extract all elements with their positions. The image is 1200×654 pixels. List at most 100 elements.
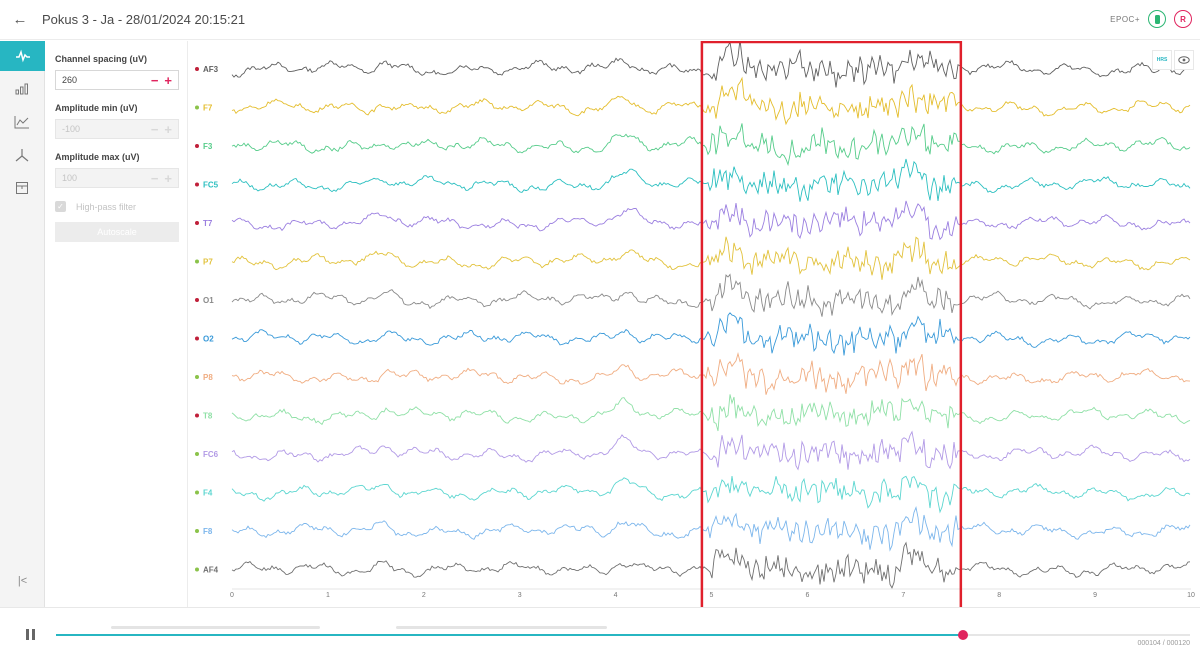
recording-title: Pokus 3 - Ja - 28/01/2024 20:15:21 [42, 12, 246, 27]
amplitude-max-decrease-button[interactable]: − [150, 170, 159, 186]
eeg-trace [231, 475, 1191, 514]
channel-dot [195, 452, 199, 456]
channel-dot [195, 182, 199, 187]
channel-dot [195, 105, 199, 110]
left-sidebar: |< [0, 41, 45, 607]
header-status: EPOC+ R [1110, 10, 1192, 28]
channel-dot [195, 144, 199, 148]
collapse-sidebar-icon[interactable]: |< [17, 575, 28, 587]
channel-spacing-value[interactable]: 260 [62, 75, 78, 85]
amplitude-min-label: Amplitude min (uV) [55, 103, 138, 113]
x-tick-label: 2 [422, 592, 426, 599]
eeg-trace [231, 158, 1191, 202]
eeg-trace [231, 505, 1191, 552]
channel-label: AF3 [203, 65, 219, 74]
eeg-trace [231, 123, 1191, 167]
channel-dot [195, 298, 199, 302]
amplitude-min-input[interactable]: -100 − + [55, 119, 179, 139]
eeg-trace [231, 273, 1191, 317]
top-bar: ← Pokus 3 - Ja - 28/01/2024 20:15:21 EPO… [0, 0, 1200, 40]
timeline-track[interactable] [56, 630, 1190, 640]
x-tick-label: 0 [230, 592, 234, 599]
back-arrow-icon[interactable]: ← [12, 11, 28, 28]
channel-label: F7 [203, 104, 213, 113]
line-chart-icon[interactable] [5, 107, 39, 137]
eeg-trace [231, 76, 1191, 126]
channel-label: P8 [203, 373, 213, 382]
eeg-trace [231, 200, 1191, 241]
bar-chart-icon[interactable] [5, 74, 39, 104]
eeg-trace [231, 430, 1191, 471]
amplitude-min-increase-button[interactable]: + [164, 121, 172, 137]
battery-icon[interactable] [1148, 10, 1166, 28]
channel-label: F3 [203, 142, 213, 151]
channel-dot [195, 567, 199, 572]
channel-label: T8 [203, 412, 213, 421]
amplitude-min-decrease-button[interactable]: − [150, 121, 159, 137]
channel-label: F4 [203, 489, 213, 498]
amplitude-max-value[interactable]: 100 [62, 173, 78, 183]
highpass-filter-checkbox[interactable]: ✓ [55, 201, 66, 212]
highlight-region [700, 41, 963, 607]
channel-dot [195, 221, 199, 225]
timeline-progress [56, 634, 964, 636]
channel-label: FC5 [203, 181, 219, 190]
channel-spacing-label: Channel spacing (uV) [55, 54, 148, 64]
pause-icon[interactable] [26, 629, 35, 640]
channel-dot [195, 413, 199, 418]
x-tick-label: 6 [805, 592, 809, 599]
highpass-filter-row[interactable]: ✓ High-pass filter [55, 201, 178, 212]
motion-axes-icon[interactable] [5, 140, 39, 170]
channel-spacing-increase-button[interactable]: + [164, 72, 172, 88]
channel-dot [195, 490, 199, 495]
segment-marker [396, 626, 607, 629]
channel-label: FC6 [203, 450, 219, 459]
channel-dot [195, 259, 199, 264]
autoscale-button[interactable]: Autoscale [55, 222, 179, 242]
x-tick-label: 9 [1093, 592, 1097, 599]
channel-label: T7 [203, 219, 213, 228]
x-tick-label: 3 [518, 592, 522, 599]
eeg-chart: AF3 F7 F3 FC5 T7 P7 O1 O2 P8 T8 FC6 F4 F8 AF4 0 1 2 3 4 5 6… [195, 41, 1195, 607]
playback-bar: 000104 / 000120 [0, 607, 1200, 654]
channel-dot [195, 336, 199, 341]
x-tick-label: 5 [710, 592, 714, 599]
amplitude-max-input[interactable]: 100 − + [55, 168, 179, 188]
eeg-signal-icon[interactable] [0, 41, 45, 71]
calendar-icon[interactable] [5, 173, 39, 203]
channel-dot [195, 375, 199, 379]
x-tick-label: 10 [1187, 592, 1195, 599]
settings-panel: Channel spacing (uV) 260 − + Amplitude m… [46, 41, 188, 607]
headmap-toggle-button[interactable]: HRS [1152, 50, 1172, 70]
headmap-label: HRS [1156, 57, 1168, 63]
amplitude-max-increase-button[interactable]: + [164, 170, 172, 186]
eeg-trace [231, 541, 1191, 589]
channel-dot [195, 529, 199, 533]
device-name: EPOC+ [1110, 14, 1140, 24]
channel-label: F8 [203, 527, 213, 536]
eeg-trace [231, 394, 1191, 432]
record-icon[interactable]: R [1174, 10, 1192, 28]
amplitude-max-label: Amplitude max (uV) [55, 152, 140, 162]
eeg-trace [231, 312, 1191, 356]
channel-label: AF4 [203, 566, 219, 575]
timeline-thumb[interactable] [958, 630, 969, 640]
channel-label: O2 [203, 335, 214, 344]
eeg-trace [231, 236, 1191, 280]
amplitude-min-value[interactable]: -100 [62, 124, 81, 134]
channel-spacing-decrease-button[interactable]: − [150, 72, 159, 88]
x-tick-label: 1 [326, 592, 330, 599]
channel-dot [195, 67, 199, 71]
sample-counter: 000104 / 000120 [1137, 640, 1190, 647]
eeg-trace [231, 351, 1191, 395]
channel-label: O1 [203, 296, 214, 305]
eeg-trace [231, 41, 1191, 88]
eye-icon[interactable] [1174, 50, 1194, 70]
highpass-filter-label: High-pass filter [76, 201, 137, 212]
x-tick-label: 7 [901, 592, 905, 599]
x-tick-label: 8 [997, 592, 1001, 599]
channel-label: P7 [203, 258, 213, 267]
x-tick-label: 4 [614, 592, 618, 599]
segment-marker [111, 626, 320, 629]
channel-spacing-input[interactable]: 260 − + [55, 70, 179, 90]
